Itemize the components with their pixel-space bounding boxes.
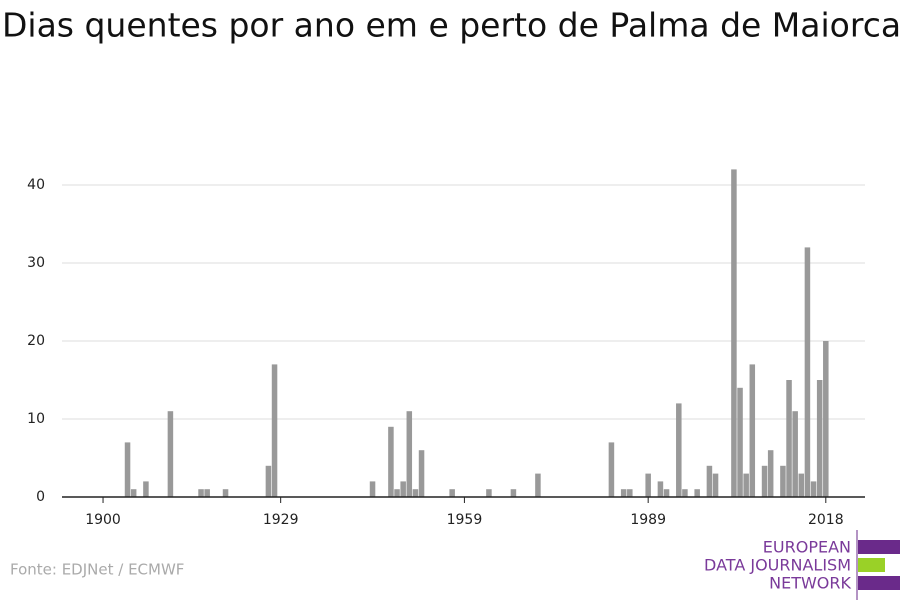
bar — [412, 489, 419, 497]
y-tick-label: 20 — [27, 333, 45, 349]
logo-text: DATA JOURNALISM — [704, 556, 851, 575]
x-tick-label: 2018 — [808, 512, 844, 528]
bar — [204, 489, 210, 497]
bar — [130, 489, 137, 497]
bar — [743, 473, 749, 497]
bar — [167, 411, 174, 497]
bar — [608, 442, 615, 497]
bar — [369, 481, 376, 497]
bar — [676, 403, 682, 497]
bar — [792, 411, 798, 497]
bar — [198, 489, 204, 497]
logo-bar — [858, 540, 900, 554]
bar — [810, 481, 817, 497]
bar — [682, 489, 688, 497]
bar — [731, 169, 737, 497]
bar — [663, 489, 670, 497]
bar — [737, 387, 743, 497]
chart-title: Dias quentes por ano em e perto de Palma… — [2, 6, 900, 45]
bar — [657, 481, 664, 497]
source: Fonte: EDJNet / ECMWF — [10, 561, 184, 579]
bar — [265, 465, 272, 497]
bar — [400, 481, 406, 497]
bar — [406, 411, 413, 497]
bar — [798, 473, 805, 497]
x-tick-label: 1929 — [263, 512, 299, 528]
bar — [694, 489, 700, 497]
logo-bar — [858, 576, 900, 590]
bar — [388, 426, 394, 497]
bar — [510, 489, 517, 497]
bar — [271, 364, 278, 497]
bar — [394, 489, 400, 497]
bar — [786, 380, 792, 497]
x-tick-label: 1989 — [630, 512, 666, 528]
logo: EUROPEAN DATA JOURNALISM NETWORK — [704, 530, 900, 600]
logo-text: EUROPEAN — [763, 538, 851, 557]
bar — [486, 489, 492, 497]
bar — [780, 465, 786, 497]
logo-bar — [858, 558, 885, 572]
x-tick-label: 1900 — [85, 512, 121, 528]
x-tick-label: 1959 — [447, 512, 483, 528]
y-tick-label: 30 — [27, 255, 45, 271]
bar — [449, 489, 455, 497]
bar — [418, 450, 425, 497]
y-tick-label: 10 — [27, 411, 45, 427]
bar — [222, 489, 229, 497]
bar — [712, 473, 719, 497]
bar — [143, 481, 149, 497]
logo-text: NETWORK — [769, 574, 851, 593]
bar — [627, 489, 633, 497]
bar — [804, 247, 811, 497]
bar — [645, 473, 651, 497]
bar — [761, 465, 768, 497]
bar — [749, 364, 756, 497]
y-tick-label: 0 — [36, 489, 45, 505]
bar — [706, 465, 713, 497]
bar — [620, 489, 627, 497]
y-tick-label: 40 — [27, 177, 45, 193]
bar — [535, 473, 541, 497]
bar — [823, 341, 829, 497]
bar — [124, 442, 131, 497]
bar — [816, 380, 823, 497]
bar — [767, 450, 774, 497]
